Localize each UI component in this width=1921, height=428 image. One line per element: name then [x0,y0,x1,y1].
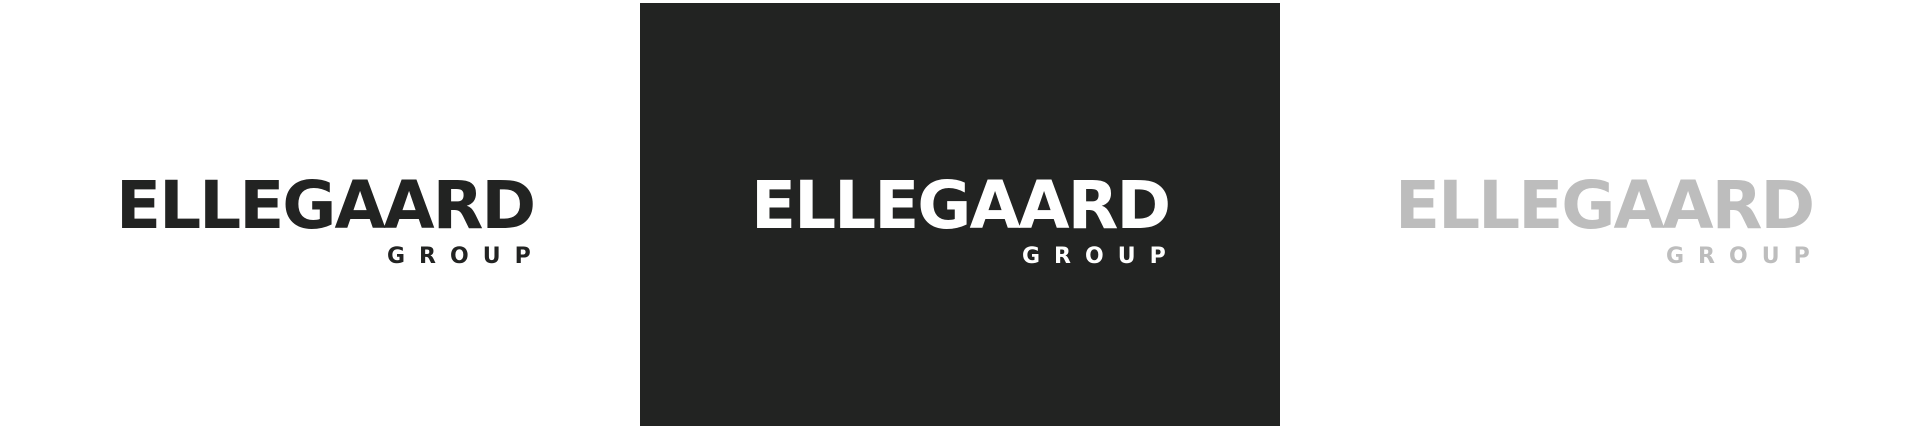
logo-wordmark: ELLEGAARD [116,172,534,244]
ellegaard-logo: ELLEGAARD GROUP [116,172,536,272]
logo-subtitle: GROUP [387,244,536,269]
logo-wordmark: ELLEGAARD [751,172,1169,244]
logo-graphic: ELLEGAARD GROUP [1395,172,1815,269]
logo-graphic: ELLEGAARD GROUP [751,172,1171,269]
logo-panel-grey: ELLEGAARD GROUP [1280,0,1921,428]
logo-panel-light: ELLEGAARD GROUP [0,0,640,428]
logo-subtitle: GROUP [1022,244,1171,269]
ellegaard-logo: ELLEGAARD GROUP [1395,172,1815,272]
logo-wordmark: ELLEGAARD [1395,172,1813,244]
logo-graphic: ELLEGAARD GROUP [116,172,536,269]
logo-panel-dark: ELLEGAARD GROUP [640,3,1280,426]
logo-subtitle: GROUP [1666,244,1815,269]
ellegaard-logo: ELLEGAARD GROUP [751,172,1171,272]
